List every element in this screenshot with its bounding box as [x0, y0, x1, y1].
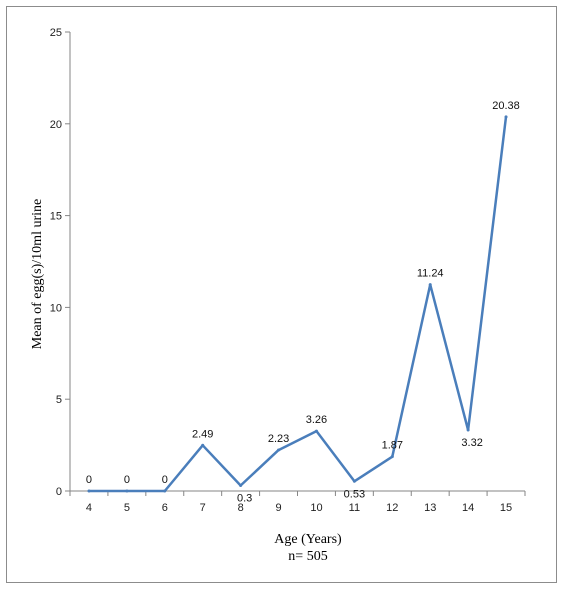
- data-point: [87, 489, 91, 493]
- x-tick-label: 8: [238, 502, 244, 514]
- y-tick-label: 5: [56, 394, 62, 406]
- x-tick-label: 13: [424, 502, 436, 514]
- data-label: 2.23: [268, 433, 289, 445]
- series-group: [87, 115, 508, 493]
- data-label: 11.24: [417, 268, 444, 280]
- x-tick-label: 10: [310, 502, 322, 514]
- data-point: [163, 489, 167, 493]
- data-label: 0.3: [237, 492, 252, 504]
- data-label: 2.49: [192, 428, 213, 440]
- data-point: [277, 448, 281, 452]
- data-label: 0: [124, 474, 130, 486]
- x-tick-label: 6: [162, 502, 168, 514]
- x-tick-label: 9: [275, 502, 281, 514]
- data-label: 0: [86, 474, 92, 486]
- data-label: 3.26: [306, 414, 327, 426]
- y-tick-label: 15: [50, 211, 62, 223]
- y-tick-label: 20: [50, 119, 62, 131]
- x-tick-label: 14: [462, 502, 474, 514]
- y-axis-title: Mean of egg(s)/10ml urine: [30, 199, 45, 349]
- data-point: [390, 455, 394, 459]
- data-point: [314, 429, 318, 433]
- data-point: [201, 443, 205, 447]
- data-point: [352, 479, 356, 483]
- x-tick-label: 5: [124, 502, 130, 514]
- y-axis-ticks: 0 5 10 15 20 25: [50, 27, 70, 498]
- axes: [69, 32, 525, 492]
- data-label: 20.38: [492, 100, 520, 112]
- y-tick-label: 10: [50, 302, 62, 314]
- y-tick-label: 25: [50, 27, 62, 39]
- data-point: [466, 428, 470, 432]
- x-tick-label: 11: [349, 502, 360, 514]
- data-point: [239, 483, 243, 487]
- x-axis-ticks: 4 5 6 7 8 9 10 11 12 13 14 15: [69, 491, 526, 514]
- x-axis-subtitle: n= 505: [288, 549, 327, 564]
- data-point: [428, 283, 432, 287]
- x-tick-label: 15: [500, 502, 512, 514]
- data-label: 1.87: [382, 440, 403, 452]
- data-label: 0.53: [344, 488, 365, 500]
- data-label: 0: [162, 474, 168, 486]
- y-tick-label: 0: [56, 486, 62, 498]
- x-tick-label: 4: [86, 502, 92, 514]
- data-point: [125, 489, 129, 493]
- series-line: [87, 115, 508, 493]
- x-axis-title: Age (Years): [274, 532, 342, 547]
- data-label: 3.32: [461, 437, 482, 449]
- data-point: [504, 115, 508, 119]
- chart-frame: [6, 6, 557, 583]
- x-tick-label: 7: [200, 502, 206, 514]
- x-tick-label: 12: [386, 502, 398, 514]
- data-labels: 0 0 0 2.49 0.3 2.23 3.26 0.53 1.87 11.24 3.32 20.38: [86, 100, 520, 505]
